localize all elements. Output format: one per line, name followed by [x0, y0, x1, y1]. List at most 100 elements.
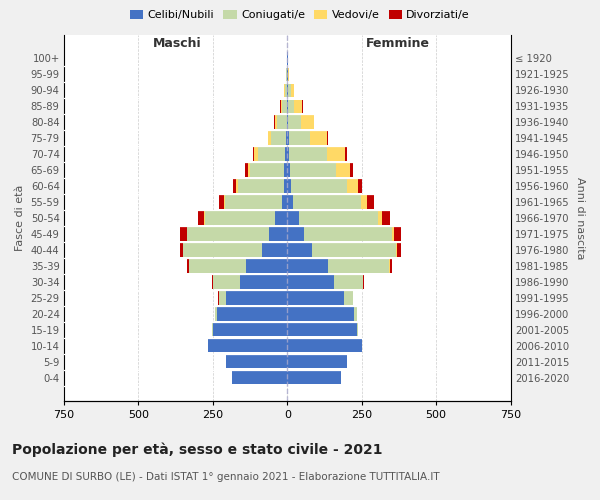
Bar [181, 227, 187, 240]
Text: COMUNE DI SURBO (LE) - Dati ISTAT 1° gennaio 2021 - Elaborazione TUTTITALIA.IT: COMUNE DI SURBO (LE) - Dati ISTAT 1° gen… [12, 472, 440, 482]
Bar [277, 116, 287, 129]
Bar [292, 180, 347, 193]
Bar [286, 132, 287, 145]
Bar [354, 307, 357, 320]
Bar [287, 164, 290, 177]
Bar [288, 116, 301, 129]
Bar [189, 259, 245, 272]
Bar [217, 307, 287, 320]
Bar [284, 164, 287, 177]
Bar [226, 291, 287, 304]
Text: Maschi: Maschi [153, 38, 202, 51]
Bar [232, 371, 287, 384]
Bar [205, 211, 275, 225]
Bar [287, 307, 354, 320]
Bar [287, 195, 293, 209]
Y-axis label: Fasce di età: Fasce di età [15, 185, 25, 251]
Bar [245, 259, 287, 272]
Bar [379, 211, 382, 225]
Bar [250, 164, 284, 177]
Bar [258, 148, 285, 161]
Y-axis label: Anni di nascita: Anni di nascita [575, 176, 585, 259]
Bar [301, 116, 314, 129]
Bar [225, 195, 282, 209]
Bar [311, 243, 395, 256]
Bar [345, 148, 347, 161]
Bar [334, 275, 362, 288]
Bar [282, 195, 287, 209]
Bar [180, 243, 182, 256]
Bar [287, 211, 299, 225]
Text: Popolazione per età, sesso e stato civile - 2021: Popolazione per età, sesso e stato civil… [12, 442, 383, 457]
Bar [224, 195, 225, 209]
Legend: Celibi/Nubili, Coniugati/e, Vedovi/e, Divorziati/e: Celibi/Nubili, Coniugati/e, Vedovi/e, Di… [125, 6, 475, 25]
Bar [392, 227, 394, 240]
Bar [219, 291, 226, 304]
Bar [394, 227, 401, 240]
Bar [183, 243, 262, 256]
Bar [287, 148, 289, 161]
Bar [290, 84, 294, 97]
Bar [253, 148, 254, 161]
Bar [350, 164, 353, 177]
Bar [361, 195, 367, 209]
Bar [285, 84, 287, 97]
Bar [285, 148, 287, 161]
Bar [390, 259, 392, 272]
Bar [281, 100, 282, 113]
Bar [219, 195, 224, 209]
Bar [287, 180, 292, 193]
Bar [268, 132, 271, 145]
Bar [275, 211, 287, 225]
Bar [310, 132, 327, 145]
Bar [233, 180, 236, 193]
Bar [328, 148, 345, 161]
Bar [328, 259, 389, 272]
Bar [327, 132, 328, 145]
Bar [282, 100, 287, 113]
Bar [262, 243, 287, 256]
Bar [363, 275, 364, 288]
Bar [287, 259, 328, 272]
Bar [271, 132, 286, 145]
Bar [275, 116, 277, 129]
Bar [382, 211, 391, 225]
Bar [304, 227, 392, 240]
Bar [395, 243, 397, 256]
Bar [287, 323, 357, 336]
Bar [347, 180, 358, 193]
Bar [397, 243, 401, 256]
Text: Femmine: Femmine [365, 38, 430, 51]
Bar [239, 275, 287, 288]
Bar [187, 227, 269, 240]
Bar [335, 164, 350, 177]
Bar [293, 195, 361, 209]
Bar [245, 164, 248, 177]
Bar [287, 132, 289, 145]
Bar [287, 291, 344, 304]
Bar [236, 180, 238, 193]
Bar [208, 339, 287, 352]
Bar [289, 132, 310, 145]
Bar [198, 211, 205, 225]
Bar [367, 195, 374, 209]
Bar [288, 84, 290, 97]
Bar [299, 211, 379, 225]
Bar [238, 180, 284, 193]
Bar [287, 275, 334, 288]
Bar [290, 164, 335, 177]
Bar [344, 291, 353, 304]
Bar [287, 68, 289, 81]
Bar [294, 100, 302, 113]
Bar [248, 164, 250, 177]
Bar [215, 307, 217, 320]
Bar [288, 100, 294, 113]
Bar [287, 355, 347, 368]
Bar [287, 371, 341, 384]
Bar [287, 116, 288, 129]
Bar [287, 100, 288, 113]
Bar [287, 227, 304, 240]
Bar [287, 339, 362, 352]
Bar [213, 275, 239, 288]
Bar [226, 355, 287, 368]
